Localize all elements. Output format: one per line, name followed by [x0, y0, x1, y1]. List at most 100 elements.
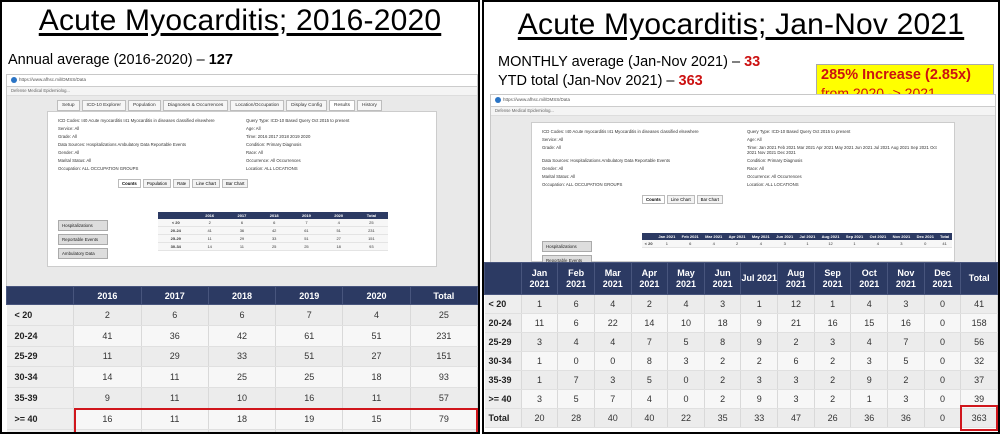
- table-cell: 8: [704, 332, 742, 352]
- source-button-hospitalizations[interactable]: Hospitalizations: [542, 241, 592, 252]
- column-header: Feb 2021: [678, 233, 702, 240]
- table-cell: 6: [208, 304, 277, 326]
- header-row: 2016 2017 2018 2019 2020 Total: [158, 212, 388, 219]
- query-field: Occurrence: All Occurrences: [747, 174, 802, 179]
- table-cell: 2: [73, 304, 142, 326]
- source-button-ambulatory-data[interactable]: Ambulatory Data: [58, 248, 108, 259]
- table-cell: 11: [141, 387, 209, 409]
- annual-average-stat: Annual average (2016-2020) – 127: [8, 52, 233, 68]
- table-cell: 27: [322, 234, 355, 243]
- column-header: Apr 2021: [725, 233, 749, 240]
- query-field: Service: All: [58, 126, 80, 131]
- table-cell: 18: [208, 408, 277, 430]
- tab-location-occupation[interactable]: Location/Occupation: [230, 100, 285, 111]
- column-header: 2020: [322, 212, 355, 219]
- subtab-line-chart[interactable]: Line Chart: [192, 179, 221, 188]
- row-header: >= 40: [6, 408, 75, 430]
- table-cell: 231: [354, 226, 388, 235]
- table-cell: 2: [814, 389, 852, 409]
- query-field: Query Type: ICD-10 Based Query Oct 2015 …: [747, 129, 851, 134]
- table-cell: 1: [655, 240, 679, 248]
- table-cell: 11: [225, 242, 259, 251]
- ytd-total-value: 363: [678, 73, 703, 89]
- table-cell: 39: [960, 389, 998, 409]
- table-cell: 2: [814, 351, 852, 371]
- subtab-bar-chart[interactable]: Bar Chart: [222, 179, 249, 188]
- tab-results[interactable]: Results: [329, 100, 356, 111]
- table-row: < 20 2 6 6 7 4 25: [158, 219, 388, 227]
- table-cell: 7: [631, 332, 669, 352]
- bookmark-item[interactable]: Defense Medical Epidemiolog...: [495, 108, 554, 113]
- tab-icd-10-explorer[interactable]: ICD-10 Explorer: [81, 100, 126, 111]
- mini-results-table: 2016 2017 2018 2019 2020 Total < 20 2 6 6 7 4 25 20-2…: [158, 212, 388, 251]
- table-cell: 1: [521, 294, 559, 314]
- annual-average-value: 127: [208, 52, 233, 68]
- table-cell: 93: [73, 429, 142, 432]
- left-title: Acute Myocarditis; 2016-2020: [38, 4, 442, 37]
- tab-history[interactable]: History: [357, 100, 382, 111]
- table-cell: 5: [667, 332, 705, 352]
- table-row: 20-24 11 6 22 14 10 18 9 21 16 15 16 0 158: [484, 313, 998, 333]
- column-header: Total: [960, 262, 998, 295]
- table-cell: 36: [225, 226, 259, 235]
- table-cell: 7: [887, 332, 925, 352]
- table-row: 30-34 1 0 0 8 3 2 2 6 2 3 5 0 32: [484, 351, 998, 371]
- source-button-reportable-events[interactable]: Reportable Events: [58, 234, 108, 245]
- table-cell: 3: [667, 351, 705, 371]
- tab-setup[interactable]: Setup: [57, 100, 80, 111]
- tab-population[interactable]: Population: [127, 100, 161, 111]
- column-header: 2019: [290, 212, 323, 219]
- query-summary: ICD Codes: I40 Acute myocarditis I41 Myo…: [532, 123, 954, 193]
- table-cell: 25: [208, 366, 277, 389]
- query-card: ICD Codes: I40 Acute myocarditis I41 Myo…: [531, 122, 955, 263]
- table-cell: 36: [887, 408, 925, 428]
- subtab-population[interactable]: Population: [142, 179, 172, 188]
- query-field: Occurrence: All Occurrences: [246, 158, 301, 163]
- subtab-counts[interactable]: Counts: [118, 179, 141, 188]
- table-row: Total 20 28 40 40 22 35 33 47 26 36 36 0 363: [484, 408, 998, 428]
- table-row: 20-24 41 36 42 61 51 231: [6, 325, 478, 347]
- column-header: Oct 2021: [850, 262, 889, 295]
- monthly-average-label: MONTHLY average (Jan-Nov 2021) –: [498, 54, 745, 70]
- tab-diagnoses-occurrences[interactable]: Diagnoses & Occurrences: [162, 100, 229, 111]
- table-cell: 2: [887, 370, 925, 390]
- table-cell: 7: [290, 219, 323, 227]
- source-button-hospitalizations[interactable]: Hospitalizations: [58, 220, 108, 231]
- source-button-reportable-events[interactable]: Reportable Events: [542, 255, 592, 263]
- table-cell: 42: [258, 226, 291, 235]
- table-cell: 9: [73, 387, 142, 409]
- column-header: 2018: [207, 286, 277, 305]
- table-cell: 57: [410, 387, 478, 409]
- tab-display-config[interactable]: Display Config: [286, 100, 328, 111]
- subtab-bar-chart[interactable]: Bar Chart: [696, 195, 724, 204]
- table-cell: 16: [275, 387, 344, 409]
- subtab-rate[interactable]: Rate: [173, 179, 191, 188]
- row-header: 20-24: [158, 226, 194, 235]
- column-header: Sep 2021: [813, 262, 852, 295]
- address-bar[interactable]: https://www.afhsc.mil/DMSS/Data: [7, 75, 477, 87]
- table-cell: 0: [913, 240, 938, 248]
- header-row: 2016 2017 2018 2019 2020 Total: [5, 286, 478, 305]
- row-header: 30-34: [158, 242, 194, 251]
- table-cell: 79: [410, 408, 478, 430]
- column-header: Jun 2021: [772, 233, 797, 240]
- address-bar[interactable]: https://www.afhsc.mil/DMSS/Data: [491, 95, 995, 107]
- right-panel: Acute Myocarditis; Jan-Nov 2021 MONTHLY …: [482, 0, 1000, 434]
- table-row: >= 40 3 5 7 4 0 2 9 3 2 1 3 0 39: [484, 389, 998, 409]
- table-cell: 4: [557, 332, 595, 352]
- table-cell: 1: [521, 351, 559, 371]
- query-field: Grade: All: [542, 145, 561, 150]
- subtab-counts[interactable]: Counts: [642, 195, 665, 204]
- table-cell: 6: [258, 219, 291, 227]
- table-cell: 9: [740, 332, 779, 352]
- subtab-line-chart[interactable]: Line Chart: [666, 195, 695, 204]
- table-cell: 6: [225, 219, 259, 227]
- table-cell: 0: [924, 313, 962, 333]
- column-header: Aug 2021: [777, 262, 815, 295]
- column-header: May 2021: [667, 262, 705, 295]
- bookmark-item[interactable]: Defense Medical Epidemiolog...: [11, 88, 70, 93]
- query-field: Condition: Primary Diagnosis: [246, 142, 302, 147]
- table-cell: 61: [290, 226, 323, 235]
- table-cell: 2: [704, 370, 742, 390]
- table-cell: 1: [842, 240, 867, 248]
